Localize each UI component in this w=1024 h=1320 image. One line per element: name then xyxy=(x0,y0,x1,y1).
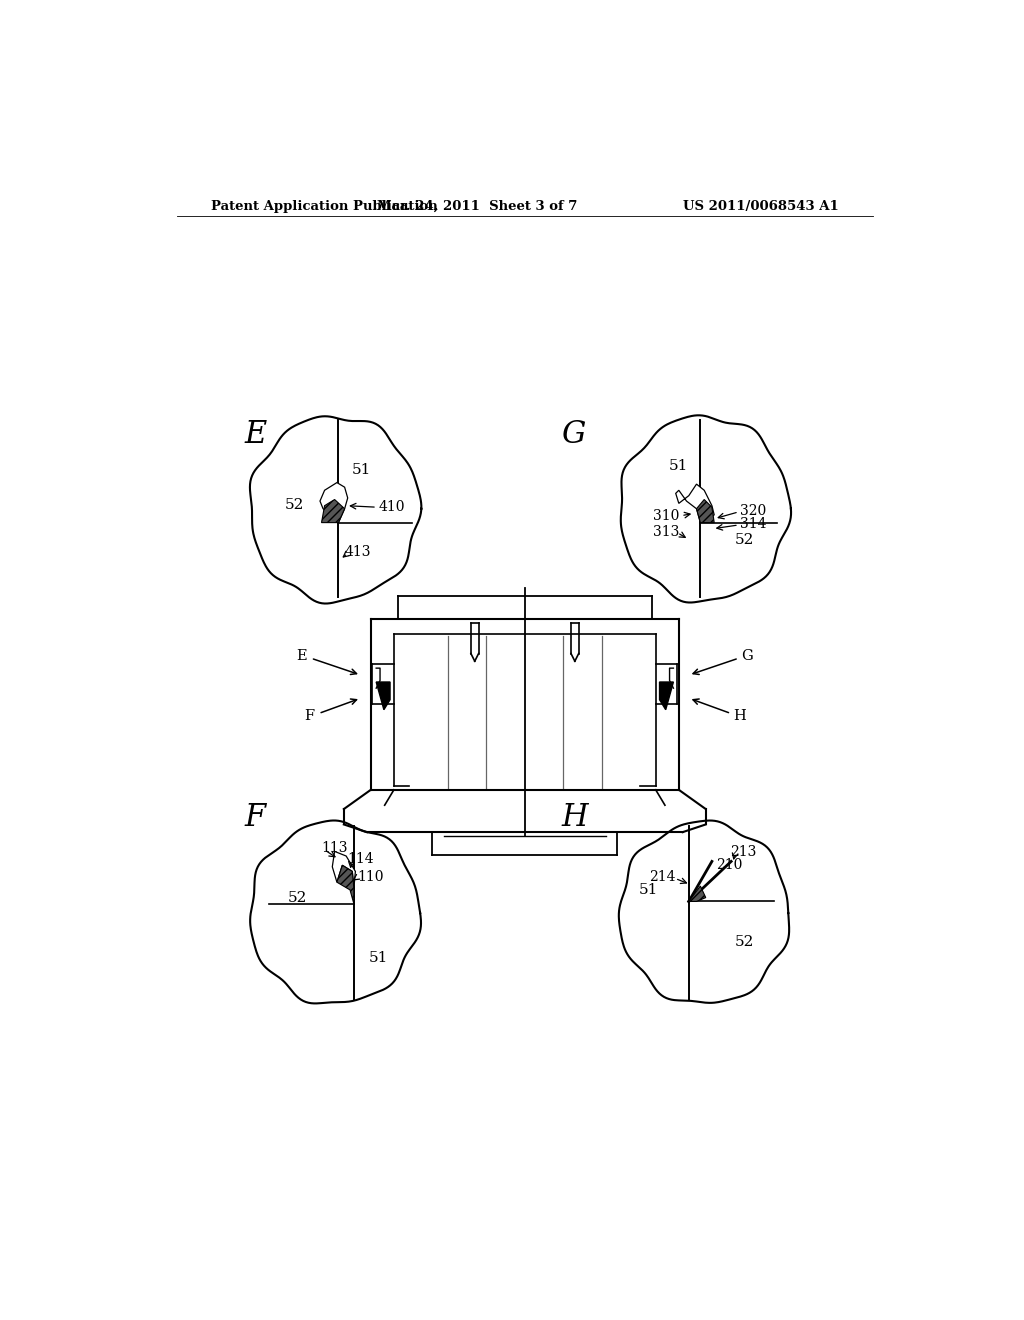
Text: G: G xyxy=(562,418,586,450)
Text: 52: 52 xyxy=(734,936,754,949)
Text: 410: 410 xyxy=(379,500,406,515)
Text: 320: 320 xyxy=(740,504,767,517)
Text: Patent Application Publication: Patent Application Publication xyxy=(211,199,438,213)
Text: H: H xyxy=(733,709,746,723)
Text: E: E xyxy=(245,418,267,450)
Text: 51: 51 xyxy=(369,950,388,965)
Text: F: F xyxy=(304,709,314,723)
Text: H: H xyxy=(562,803,589,833)
Text: F: F xyxy=(245,803,265,833)
Polygon shape xyxy=(696,499,714,523)
Polygon shape xyxy=(689,886,706,902)
Polygon shape xyxy=(376,682,390,710)
Text: 52: 52 xyxy=(734,532,754,546)
Text: 310: 310 xyxy=(652,510,679,524)
Text: 214: 214 xyxy=(649,870,675,884)
Text: 52: 52 xyxy=(288,891,307,904)
Polygon shape xyxy=(322,499,345,523)
Text: 314: 314 xyxy=(740,517,767,531)
Text: 313: 313 xyxy=(652,525,679,539)
Text: G: G xyxy=(741,649,753,663)
Polygon shape xyxy=(337,866,354,904)
Text: Mar. 24, 2011  Sheet 3 of 7: Mar. 24, 2011 Sheet 3 of 7 xyxy=(377,199,578,213)
Text: 114: 114 xyxy=(348,853,375,866)
Polygon shape xyxy=(659,682,674,710)
Text: 52: 52 xyxy=(285,498,304,512)
Text: 210: 210 xyxy=(716,858,742,873)
Polygon shape xyxy=(333,851,355,888)
Text: 110: 110 xyxy=(357,870,384,884)
Polygon shape xyxy=(319,483,348,523)
Text: 413: 413 xyxy=(345,545,371,558)
Text: 51: 51 xyxy=(352,463,372,478)
Text: 51: 51 xyxy=(639,883,658,896)
Text: E: E xyxy=(296,649,307,663)
Polygon shape xyxy=(676,484,714,523)
Text: 213: 213 xyxy=(730,845,756,859)
Text: 51: 51 xyxy=(669,459,688,474)
Text: US 2011/0068543 A1: US 2011/0068543 A1 xyxy=(683,199,839,213)
Text: 113: 113 xyxy=(322,841,348,855)
